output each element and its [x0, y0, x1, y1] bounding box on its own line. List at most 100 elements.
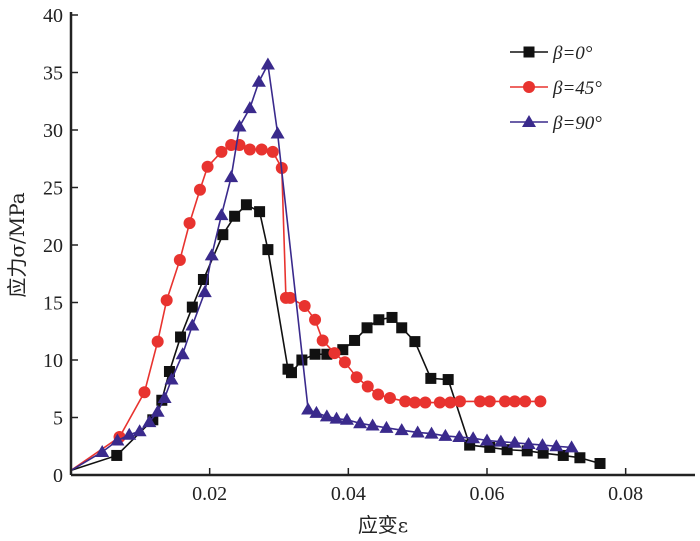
legend-marker [522, 115, 536, 127]
data-point [224, 170, 239, 183]
data-point [111, 449, 123, 461]
legend-marker [523, 81, 535, 93]
series-line [70, 203, 601, 472]
data-point [365, 418, 380, 431]
data-point [193, 183, 206, 196]
data-point [474, 395, 487, 408]
data-point [433, 396, 446, 409]
y-tick-label: 20 [43, 235, 63, 257]
data-point [438, 428, 453, 441]
data-point [361, 322, 373, 334]
data-point [349, 334, 361, 346]
legend-item: β=45° [510, 78, 602, 99]
data-point [453, 395, 466, 408]
data-point [501, 444, 513, 456]
data-point [229, 210, 241, 222]
data-point [557, 449, 569, 461]
data-point [480, 433, 494, 446]
y-tick-label: 40 [43, 5, 63, 27]
data-point [185, 318, 200, 331]
data-point [386, 311, 398, 323]
data-point [214, 208, 229, 221]
data-point [328, 347, 341, 360]
data-point [372, 388, 385, 401]
axes: 0.02 0.04 0.06 0.08 0 5 10 15 20 25 30 35 40 [43, 5, 695, 505]
data-point [309, 348, 321, 360]
x-tick-label: 0.04 [331, 483, 366, 505]
x-tick-label: 0.08 [608, 483, 643, 505]
legend: β=0° β=45° β=90° [510, 43, 602, 134]
data-point [424, 426, 439, 439]
legend-label: β=90° [552, 113, 602, 134]
series-layer [70, 57, 606, 472]
x-tick-label: 0.06 [470, 483, 505, 505]
data-point [493, 434, 508, 447]
y-tick-label: 0 [53, 465, 63, 487]
y-tick-label: 15 [43, 293, 63, 315]
data-point [309, 405, 324, 418]
legend-item: β=90° [510, 113, 602, 134]
data-point [243, 143, 256, 156]
data-point [508, 395, 521, 408]
data-point [183, 217, 196, 230]
data-point [240, 199, 252, 211]
legend-item: β=0° [510, 43, 593, 64]
data-point [217, 229, 229, 241]
data-point [399, 395, 412, 408]
data-point [383, 391, 396, 404]
data-point [466, 431, 481, 444]
data-point [483, 395, 496, 408]
data-point [255, 143, 268, 156]
series-2 [70, 57, 579, 472]
data-point [197, 285, 212, 298]
data-point [319, 409, 334, 422]
data-point [285, 367, 297, 379]
data-point [452, 430, 467, 443]
data-point [175, 331, 187, 343]
data-point [225, 138, 238, 151]
data-point [138, 386, 151, 399]
data-point [329, 411, 344, 424]
data-point [164, 372, 179, 385]
data-point [484, 441, 496, 453]
data-point [175, 347, 190, 360]
data-point [534, 395, 547, 408]
data-point [186, 301, 198, 313]
data-point [594, 458, 606, 469]
data-point [284, 291, 297, 304]
data-point [410, 425, 425, 438]
legend-label: β=45° [552, 78, 602, 99]
data-point [163, 366, 175, 377]
legend-label: β=0° [552, 43, 593, 64]
data-point [242, 101, 257, 114]
data-point [564, 440, 579, 453]
y-tick-label: 35 [43, 63, 63, 85]
y-axis-label: 应力σ/MPa [5, 192, 29, 297]
data-point [321, 348, 333, 360]
data-point [201, 160, 214, 173]
data-point [204, 248, 219, 261]
data-point [425, 372, 437, 384]
data-point [338, 356, 351, 369]
data-point [270, 126, 285, 139]
data-point [521, 445, 533, 457]
data-point [110, 433, 125, 446]
data-point [173, 253, 186, 266]
x-axis-label: 应变ε [358, 513, 408, 537]
data-point [122, 427, 137, 440]
data-point [549, 439, 564, 452]
x-tick-label: 0.02 [192, 483, 227, 505]
series-line [70, 61, 572, 472]
data-point [442, 374, 454, 386]
data-point [197, 274, 209, 285]
data-point [298, 299, 311, 312]
data-point [266, 145, 279, 158]
y-tick-label: 25 [43, 178, 63, 200]
data-point [373, 314, 385, 326]
series-0 [70, 199, 606, 472]
data-point [132, 424, 147, 437]
data-point [379, 420, 394, 433]
data-point [535, 438, 550, 451]
data-point [337, 344, 349, 356]
